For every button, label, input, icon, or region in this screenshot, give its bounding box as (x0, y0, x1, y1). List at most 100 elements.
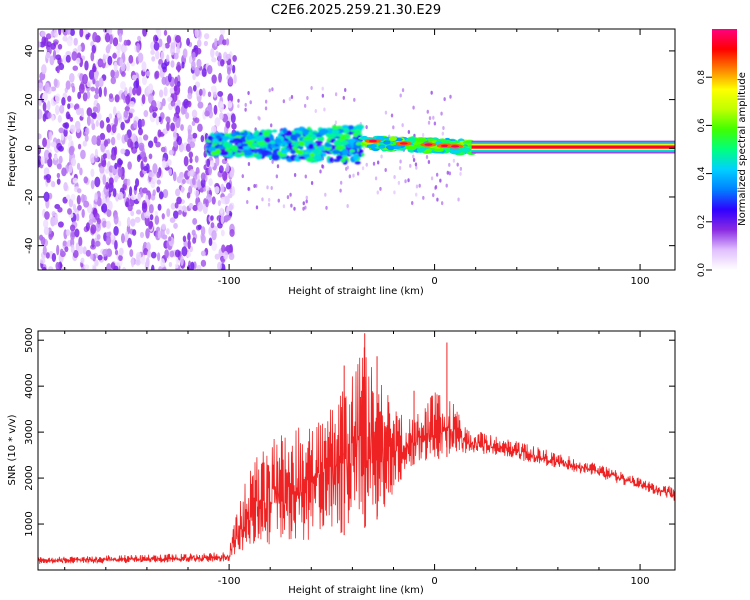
noise-speck (168, 149, 174, 156)
onset-blob (341, 140, 349, 146)
onset-blob (291, 142, 297, 146)
noise-speck (323, 107, 326, 112)
noise-speck (153, 41, 160, 51)
noise-speck (95, 221, 102, 232)
noise-speck (201, 88, 206, 97)
noise-speck (195, 190, 199, 199)
noise-speck (38, 133, 42, 140)
noise-speck (114, 240, 118, 250)
noise-speck (102, 220, 108, 228)
noise-speck (173, 222, 178, 229)
noise-speck (227, 67, 231, 75)
noise-speck (61, 266, 67, 270)
noise-speck (210, 47, 215, 58)
onset-blob (333, 140, 342, 147)
noise-speck (156, 100, 161, 110)
noise-speck (192, 204, 199, 212)
onset-blob (222, 141, 230, 149)
noise-speck (229, 229, 235, 237)
noise-speck (167, 96, 173, 103)
noise-speck (64, 122, 70, 129)
noise-speck (140, 118, 145, 127)
onset-blob (262, 130, 271, 137)
onset-blob (210, 151, 216, 156)
noise-speck (125, 94, 131, 105)
noise-speck (286, 195, 290, 200)
noise-speck (214, 117, 221, 127)
noise-speck (270, 186, 273, 191)
noise-speck (113, 214, 119, 225)
noise-speck (435, 172, 439, 177)
noise-speck (65, 54, 71, 63)
noise-speck (57, 221, 64, 228)
noise-speck (59, 104, 65, 114)
noise-speck (161, 98, 166, 107)
noise-speck (101, 160, 107, 168)
noise-speck (231, 185, 236, 197)
noise-speck (434, 185, 438, 190)
spectrogram-y-tick-label: -20 (24, 189, 35, 205)
noise-speck (204, 110, 210, 117)
noise-speck (91, 112, 97, 120)
noise-speck (372, 161, 376, 166)
noise-speck (169, 250, 175, 258)
noise-speck (191, 60, 196, 71)
noise-speck (266, 185, 269, 190)
onset-blob (308, 143, 314, 150)
noise-speck (412, 105, 415, 110)
noise-speck (268, 88, 271, 93)
onset-blob (215, 134, 222, 140)
onset-blob (219, 148, 226, 153)
snr-series-line (38, 347, 675, 565)
noise-speck (319, 169, 322, 174)
colorbar-ticks: 0.0 0.2 0.4 0.6 0.8 (697, 70, 712, 277)
strong-peak-core (440, 144, 449, 148)
noise-speck (38, 155, 42, 165)
noise-speck (432, 115, 435, 120)
noise-speck (154, 70, 160, 79)
noise-speck (130, 257, 135, 268)
noise-speck (137, 35, 142, 42)
noise-speck (211, 196, 216, 205)
noise-speck (220, 183, 225, 194)
noise-speck (156, 252, 161, 262)
noise-speck (210, 215, 214, 221)
noise-speck (148, 221, 153, 230)
noise-speck (217, 200, 221, 207)
noise-speck (146, 250, 152, 258)
noise-speck (180, 186, 185, 194)
noise-speck (124, 86, 128, 97)
noise-speck (168, 236, 172, 242)
noise-speck (138, 142, 145, 151)
noise-speck (365, 125, 368, 130)
noise-speck (185, 112, 190, 120)
noise-speck (191, 120, 196, 127)
onset-blob (302, 128, 309, 136)
noise-speck (143, 166, 148, 172)
onset-blob (295, 133, 301, 138)
noise-speck (174, 84, 181, 96)
onset-blob (256, 148, 263, 153)
colorbar-tick-label: 0.0 (697, 263, 707, 278)
noise-speck (304, 205, 307, 210)
noise-speck (425, 155, 429, 160)
noise-speck (72, 203, 77, 212)
noise-speck (76, 162, 81, 170)
noise-speck (218, 165, 224, 174)
noise-speck (412, 154, 415, 159)
noise-speck (404, 179, 407, 184)
noise-speck (253, 183, 256, 188)
noise-speck (290, 203, 293, 208)
noise-speck (177, 209, 183, 215)
noise-speck (75, 213, 80, 222)
noise-speck (138, 127, 143, 136)
noise-speck (246, 199, 249, 204)
noise-speck (188, 185, 193, 195)
noise-speck (46, 41, 52, 48)
noise-speck (443, 97, 446, 102)
noise-speck (71, 51, 78, 61)
noise-speck (74, 228, 80, 238)
snr-y-tick-label: 4000 (24, 373, 35, 398)
noise-speck (118, 220, 122, 227)
noise-speck (227, 100, 233, 109)
